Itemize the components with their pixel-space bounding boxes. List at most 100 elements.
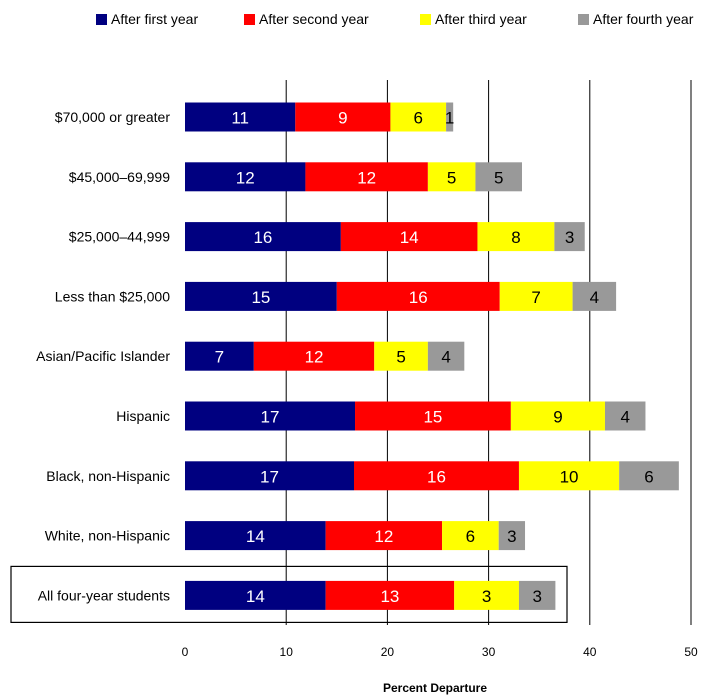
category-labels: $70,000 or greater $45,000–69,999 $25,000–…: [36, 109, 170, 603]
bar-segment-after-fourth-year: [619, 461, 679, 491]
data-label: 8: [511, 228, 520, 247]
bar-segment-after-second-year: [340, 222, 478, 252]
bar-segment-after-third-year: [518, 461, 620, 491]
bar-segment-after-first-year: [185, 461, 355, 491]
bar-row-less-than-25-000: 15 16 7 4: [185, 281, 617, 311]
legend-label: After second year: [259, 11, 369, 27]
bar-row-25-000-44-999: 16 14 8 3: [185, 222, 585, 252]
data-label: 3: [507, 527, 516, 546]
data-label: 14: [246, 587, 265, 606]
bar-segment-after-second-year: [355, 401, 511, 431]
data-label: 5: [396, 348, 405, 367]
data-label: 14: [246, 527, 265, 546]
bar-segment-after-third-year: [427, 162, 476, 192]
bar-segment-after-third-year: [454, 580, 519, 610]
data-label: 12: [357, 168, 376, 187]
x-tick-label: 0: [182, 645, 189, 659]
x-axis-title: Percent Departure: [383, 681, 487, 695]
bar-segment-after-second-year: [354, 461, 519, 491]
category-label: Hispanic: [116, 408, 170, 424]
bar-segment-after-third-year: [499, 281, 573, 311]
legend-item-after-second-year: After second year: [244, 11, 369, 27]
category-label: Asian/Pacific Islander: [36, 348, 170, 364]
bar-segment-after-first-year: [185, 162, 306, 192]
x-tick-label: 20: [381, 645, 395, 659]
legend-swatch: [96, 14, 107, 25]
data-label: 4: [590, 288, 599, 307]
data-label: 1: [445, 109, 454, 128]
data-label: 7: [531, 288, 540, 307]
bar-segment-after-fourth-year: [518, 580, 556, 610]
data-label: 11: [231, 109, 249, 128]
bar-segment-after-third-year: [510, 401, 605, 431]
data-label: 3: [565, 228, 574, 247]
bar-segment-after-first-year: [185, 521, 326, 551]
data-label: 12: [236, 168, 255, 187]
bar-segment-after-first-year: [185, 401, 356, 431]
data-label: 16: [427, 467, 446, 486]
bar-segment-after-second-year: [325, 580, 455, 610]
category-label: Black, non-Hispanic: [46, 468, 170, 484]
data-label: 5: [494, 168, 503, 187]
bar-row-45-000-69-999: 12 12 5 5: [185, 162, 522, 192]
data-label: 6: [414, 109, 423, 128]
data-label: 4: [620, 408, 629, 427]
x-tick-label: 50: [684, 645, 698, 659]
legend-item-after-first-year: After first year: [96, 11, 198, 27]
bar-segment-after-first-year: [185, 222, 341, 252]
bar-segment-after-second-year: [295, 102, 391, 132]
legend-label: After first year: [111, 11, 198, 27]
bar-row-black-non-hispanic: 17 16 10 6: [185, 461, 679, 491]
category-label: Less than $25,000: [55, 288, 170, 304]
bar-segment-after-third-year: [442, 521, 499, 551]
legend-item-after-third-year: After third year: [420, 11, 527, 27]
data-label: 6: [644, 467, 653, 486]
data-label: 12: [305, 348, 324, 367]
data-label: 3: [532, 587, 541, 606]
data-label: 5: [447, 168, 456, 187]
bar-segment-after-fourth-year: [604, 401, 646, 431]
bar-segment-after-second-year: [325, 521, 443, 551]
bar-row-70-000-or-greater: 11 9 6 1: [185, 102, 454, 132]
category-label: $45,000–69,999: [69, 169, 170, 185]
legend: After first year After second year After t…: [96, 11, 694, 27]
bar-segment-after-second-year: [305, 162, 428, 192]
bar-row-hispanic: 17 15 9 4: [185, 401, 646, 431]
data-label: 3: [482, 587, 491, 606]
data-label: 6: [466, 527, 475, 546]
data-label: 7: [215, 348, 224, 367]
bar-segment-after-first-year: [185, 580, 326, 610]
data-label: 16: [409, 288, 428, 307]
bar-row-all-four-year-students: 14 13 3 3: [185, 580, 556, 610]
bar-segment-after-fourth-year: [554, 222, 585, 252]
data-label: 16: [253, 228, 272, 247]
bar-row-asian-pacific-islander: 7 12 5 4: [185, 341, 465, 371]
data-label: 17: [261, 408, 280, 427]
data-label: 4: [441, 348, 450, 367]
bar-segment-after-first-year: [185, 341, 254, 371]
bar-segment-after-third-year: [390, 102, 447, 132]
legend-swatch: [420, 14, 431, 25]
data-label: 15: [423, 408, 442, 427]
legend-swatch: [244, 14, 255, 25]
category-label: All four-year students: [38, 587, 170, 603]
category-label: $70,000 or greater: [55, 109, 171, 125]
bar-segment-after-third-year: [374, 341, 428, 371]
bars: 11 9 6 1 12 12 5 5 16 14 8 3 15 16 7 4 7 12 5 4 17 15 9 4 17 16 10…: [185, 102, 679, 610]
data-label: 14: [400, 228, 419, 247]
data-label: 12: [374, 527, 393, 546]
bar-segment-after-fourth-year: [446, 102, 454, 132]
category-label: $25,000–44,999: [69, 229, 170, 245]
legend-label: After fourth year: [593, 11, 694, 27]
data-label: 10: [560, 467, 579, 486]
bar-segment-after-first-year: [185, 281, 337, 311]
x-tick-labels: 0 10 20 30 40 50: [182, 645, 698, 659]
data-label: 13: [380, 587, 399, 606]
highlight-box: [10, 565, 568, 624]
bar-segment-after-third-year: [477, 222, 555, 252]
bar-segment-after-fourth-year: [475, 162, 522, 192]
bar-segment-after-second-year: [336, 281, 500, 311]
bar-row-white-non-hispanic: 14 12 6 3: [185, 521, 526, 551]
bar-segment-after-fourth-year: [498, 521, 526, 551]
x-tick-label: 10: [280, 645, 294, 659]
